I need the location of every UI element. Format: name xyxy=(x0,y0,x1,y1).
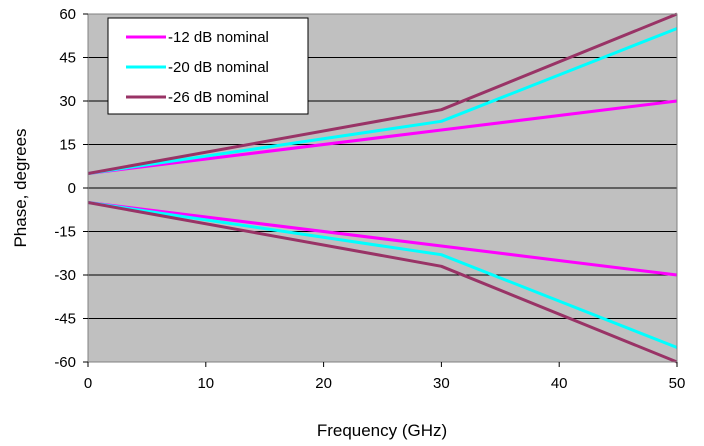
x-tick-label: 50 xyxy=(669,375,686,392)
y-tick-label: -15 xyxy=(54,224,76,241)
series-line-upper xyxy=(87,27,678,175)
x-tick-label: 0 xyxy=(84,375,92,392)
x-axis-ticks: 0 10 20 30 40 50 xyxy=(84,362,686,392)
y-axis-ticks: 60 45 30 15 0 -15 -30 -45 -60 xyxy=(54,6,88,371)
y-axis-title: Phase, degrees xyxy=(11,128,30,247)
x-tick-label: 40 xyxy=(551,375,568,392)
x-tick-label: 10 xyxy=(197,375,214,392)
x-axis-title: Frequency (GHz) xyxy=(317,421,447,440)
y-tick-label: -60 xyxy=(54,354,76,371)
x-tick-label: 20 xyxy=(315,375,332,392)
y-tick-label: 60 xyxy=(59,6,76,23)
series-line-upper xyxy=(87,12,678,175)
legend-label: -12 dB nominal xyxy=(168,29,269,46)
series-line-upper xyxy=(87,99,678,175)
y-tick-label: 15 xyxy=(59,137,76,154)
y-tick-label: 30 xyxy=(59,93,76,110)
x-tick-label: 30 xyxy=(433,375,450,392)
series-line-lower xyxy=(87,201,678,364)
legend: -12 dB nominal -20 dB nominal -26 dB nomin… xyxy=(107,17,309,115)
y-tick-label: -45 xyxy=(54,311,76,328)
series-lines xyxy=(87,12,678,364)
legend-label: -26 dB nominal xyxy=(168,89,269,106)
legend-label: -20 dB nominal xyxy=(168,59,269,76)
y-tick-label: 0 xyxy=(68,180,76,197)
series-line-lower xyxy=(87,201,678,277)
y-tick-label: 45 xyxy=(59,50,76,67)
y-tick-label: -30 xyxy=(54,267,76,284)
series-line-lower xyxy=(87,201,678,349)
